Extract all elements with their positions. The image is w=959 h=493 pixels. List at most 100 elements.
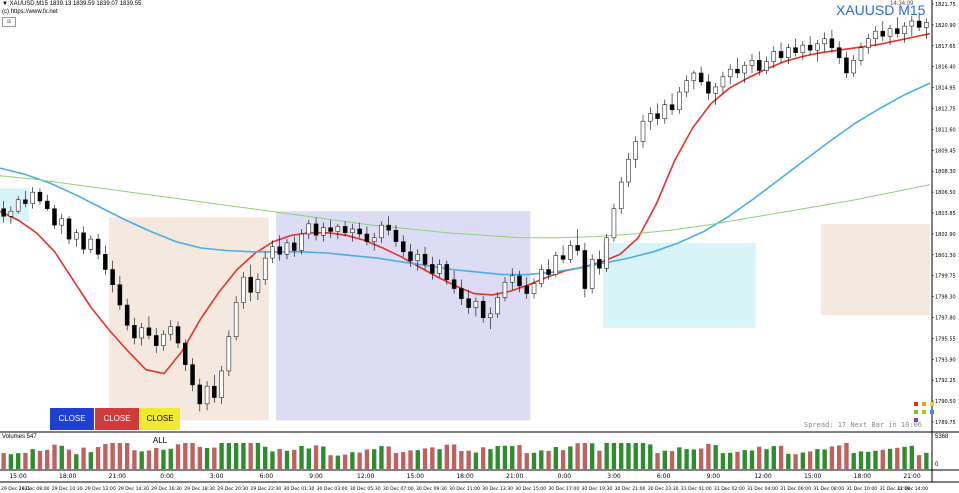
candle [677, 86, 682, 114]
candle [611, 203, 617, 242]
candle [844, 51, 849, 79]
candle [422, 246, 428, 270]
candle [560, 245, 566, 264]
date-tick-label: 31 Dec 06:00 [780, 486, 811, 492]
candle [924, 18, 929, 39]
candle [241, 272, 246, 309]
candle [357, 222, 362, 238]
candle [684, 75, 689, 98]
time-tick-label: 0:00 [160, 473, 174, 480]
ma-slow-line [0, 175, 931, 239]
candle [473, 297, 479, 317]
date-tick-label: 30 Dec 09:30 [416, 486, 447, 492]
candle [44, 194, 50, 212]
candle [727, 64, 733, 85]
candle [618, 176, 624, 214]
date-tick-label: 30 Dec 01:30 [284, 486, 315, 492]
price-tick-label: 1812.75 [935, 107, 956, 113]
candle [669, 93, 675, 115]
close-all-button[interactable]: CLOSE ALL [140, 408, 180, 445]
price-tick-label: 1814.95 [935, 86, 956, 92]
candle [553, 251, 559, 278]
price-tick-label: 1817.65 [935, 44, 956, 50]
candle [74, 228, 79, 247]
date-tick-label: 30 Dec 17:00 [548, 486, 579, 492]
date-tick-label: 29 Dec 12:00 [85, 486, 116, 492]
candle [342, 221, 348, 237]
date-tick-label: 30 Dec 13:30 [482, 486, 513, 492]
candle [895, 17, 900, 38]
candle [517, 270, 522, 293]
date-tick-label: 29 Dec 2021 [1, 486, 30, 492]
candle [52, 204, 57, 229]
candle [379, 221, 384, 243]
candle [858, 42, 864, 66]
ma-mid-line [0, 82, 931, 276]
time-tick-label: 18:00 [456, 473, 473, 480]
time-tick-label: 18:00 [854, 473, 871, 480]
candle [909, 15, 915, 37]
close-sell-button[interactable]: CLOSE SELL [50, 408, 94, 445]
candle [262, 251, 268, 285]
time-tick-label: 9:00 [707, 473, 721, 480]
candle [786, 43, 791, 65]
date-tick-label: 30 Dec 15:00 [515, 486, 546, 492]
candle [190, 358, 195, 392]
candle [103, 245, 108, 275]
candle [546, 259, 551, 280]
color-dots-legend [914, 402, 934, 422]
time-tick-label: 21:00 [506, 473, 523, 480]
candle [444, 260, 450, 285]
candle [771, 46, 777, 68]
price-tick-label: 1790.50 [935, 399, 956, 405]
candle [851, 55, 856, 77]
candle [132, 317, 137, 345]
candle [480, 296, 486, 323]
candle [597, 250, 602, 275]
time-tick-label: 3:00 [607, 473, 621, 480]
time-tick-label: 3:00 [210, 473, 224, 480]
expand-icon[interactable]: ⊞ [2, 17, 16, 27]
candle [582, 242, 588, 298]
candle [720, 71, 726, 94]
date-tick-label: 31 Dec 02:00 [714, 486, 745, 492]
session-zone [821, 223, 930, 316]
symbol-label: XAUUSD M15 [836, 2, 926, 18]
candle [386, 216, 391, 236]
price-tick-label: 1801.30 [935, 253, 956, 259]
candle [415, 249, 421, 271]
candle [887, 24, 893, 46]
candle [698, 66, 704, 86]
candle [865, 33, 871, 54]
candle [219, 365, 224, 404]
time-tick-label: 0:00 [558, 473, 572, 480]
candle [23, 190, 28, 208]
candle [459, 279, 464, 306]
price-tick-label: 1799.75 [935, 274, 956, 280]
date-tick-label: 30 Dec 19:30 [581, 486, 612, 492]
date-tick-label: 29 Dec 10:30 [52, 486, 83, 492]
candle [139, 322, 144, 346]
candle [371, 232, 377, 251]
candle [321, 222, 326, 242]
candle [633, 136, 638, 169]
candle [873, 26, 878, 47]
price-tick-label: 1803.85 [935, 211, 956, 217]
candle [742, 61, 747, 84]
candle [713, 83, 718, 105]
candle [117, 275, 123, 311]
price-tick-label: 1806.50 [935, 190, 956, 196]
candle [662, 99, 668, 124]
candle [509, 268, 515, 290]
candle [531, 278, 537, 299]
price-tick-label: 1798.30 [935, 295, 956, 301]
time-tick-label: 12:00 [754, 473, 771, 480]
symbol-info-line: ▼ XAUUSD,M15 1839.13 1839.59 1839.07 183… [2, 1, 142, 7]
candle [226, 330, 232, 377]
candle [408, 244, 413, 267]
date-tick-label: 30 Dec 23:30 [648, 486, 679, 492]
close-buy-button[interactable]: CLOSE BUY [95, 408, 139, 445]
candle [495, 292, 500, 318]
candle [146, 316, 152, 340]
candle [66, 216, 72, 245]
